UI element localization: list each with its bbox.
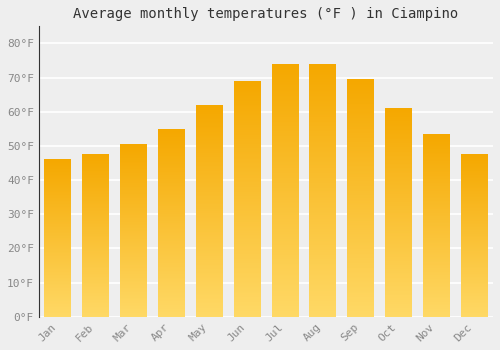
Bar xyxy=(385,108,411,317)
Bar xyxy=(44,160,71,317)
Bar xyxy=(310,64,336,317)
Bar xyxy=(158,129,184,317)
Bar xyxy=(272,64,298,317)
Bar xyxy=(234,81,260,317)
Bar xyxy=(348,79,374,317)
Bar xyxy=(461,154,487,317)
Bar xyxy=(120,144,146,317)
Bar xyxy=(196,105,222,317)
Title: Average monthly temperatures (°F ) in Ciampino: Average monthly temperatures (°F ) in Ci… xyxy=(74,7,458,21)
Bar xyxy=(423,134,450,317)
Bar xyxy=(82,154,109,317)
